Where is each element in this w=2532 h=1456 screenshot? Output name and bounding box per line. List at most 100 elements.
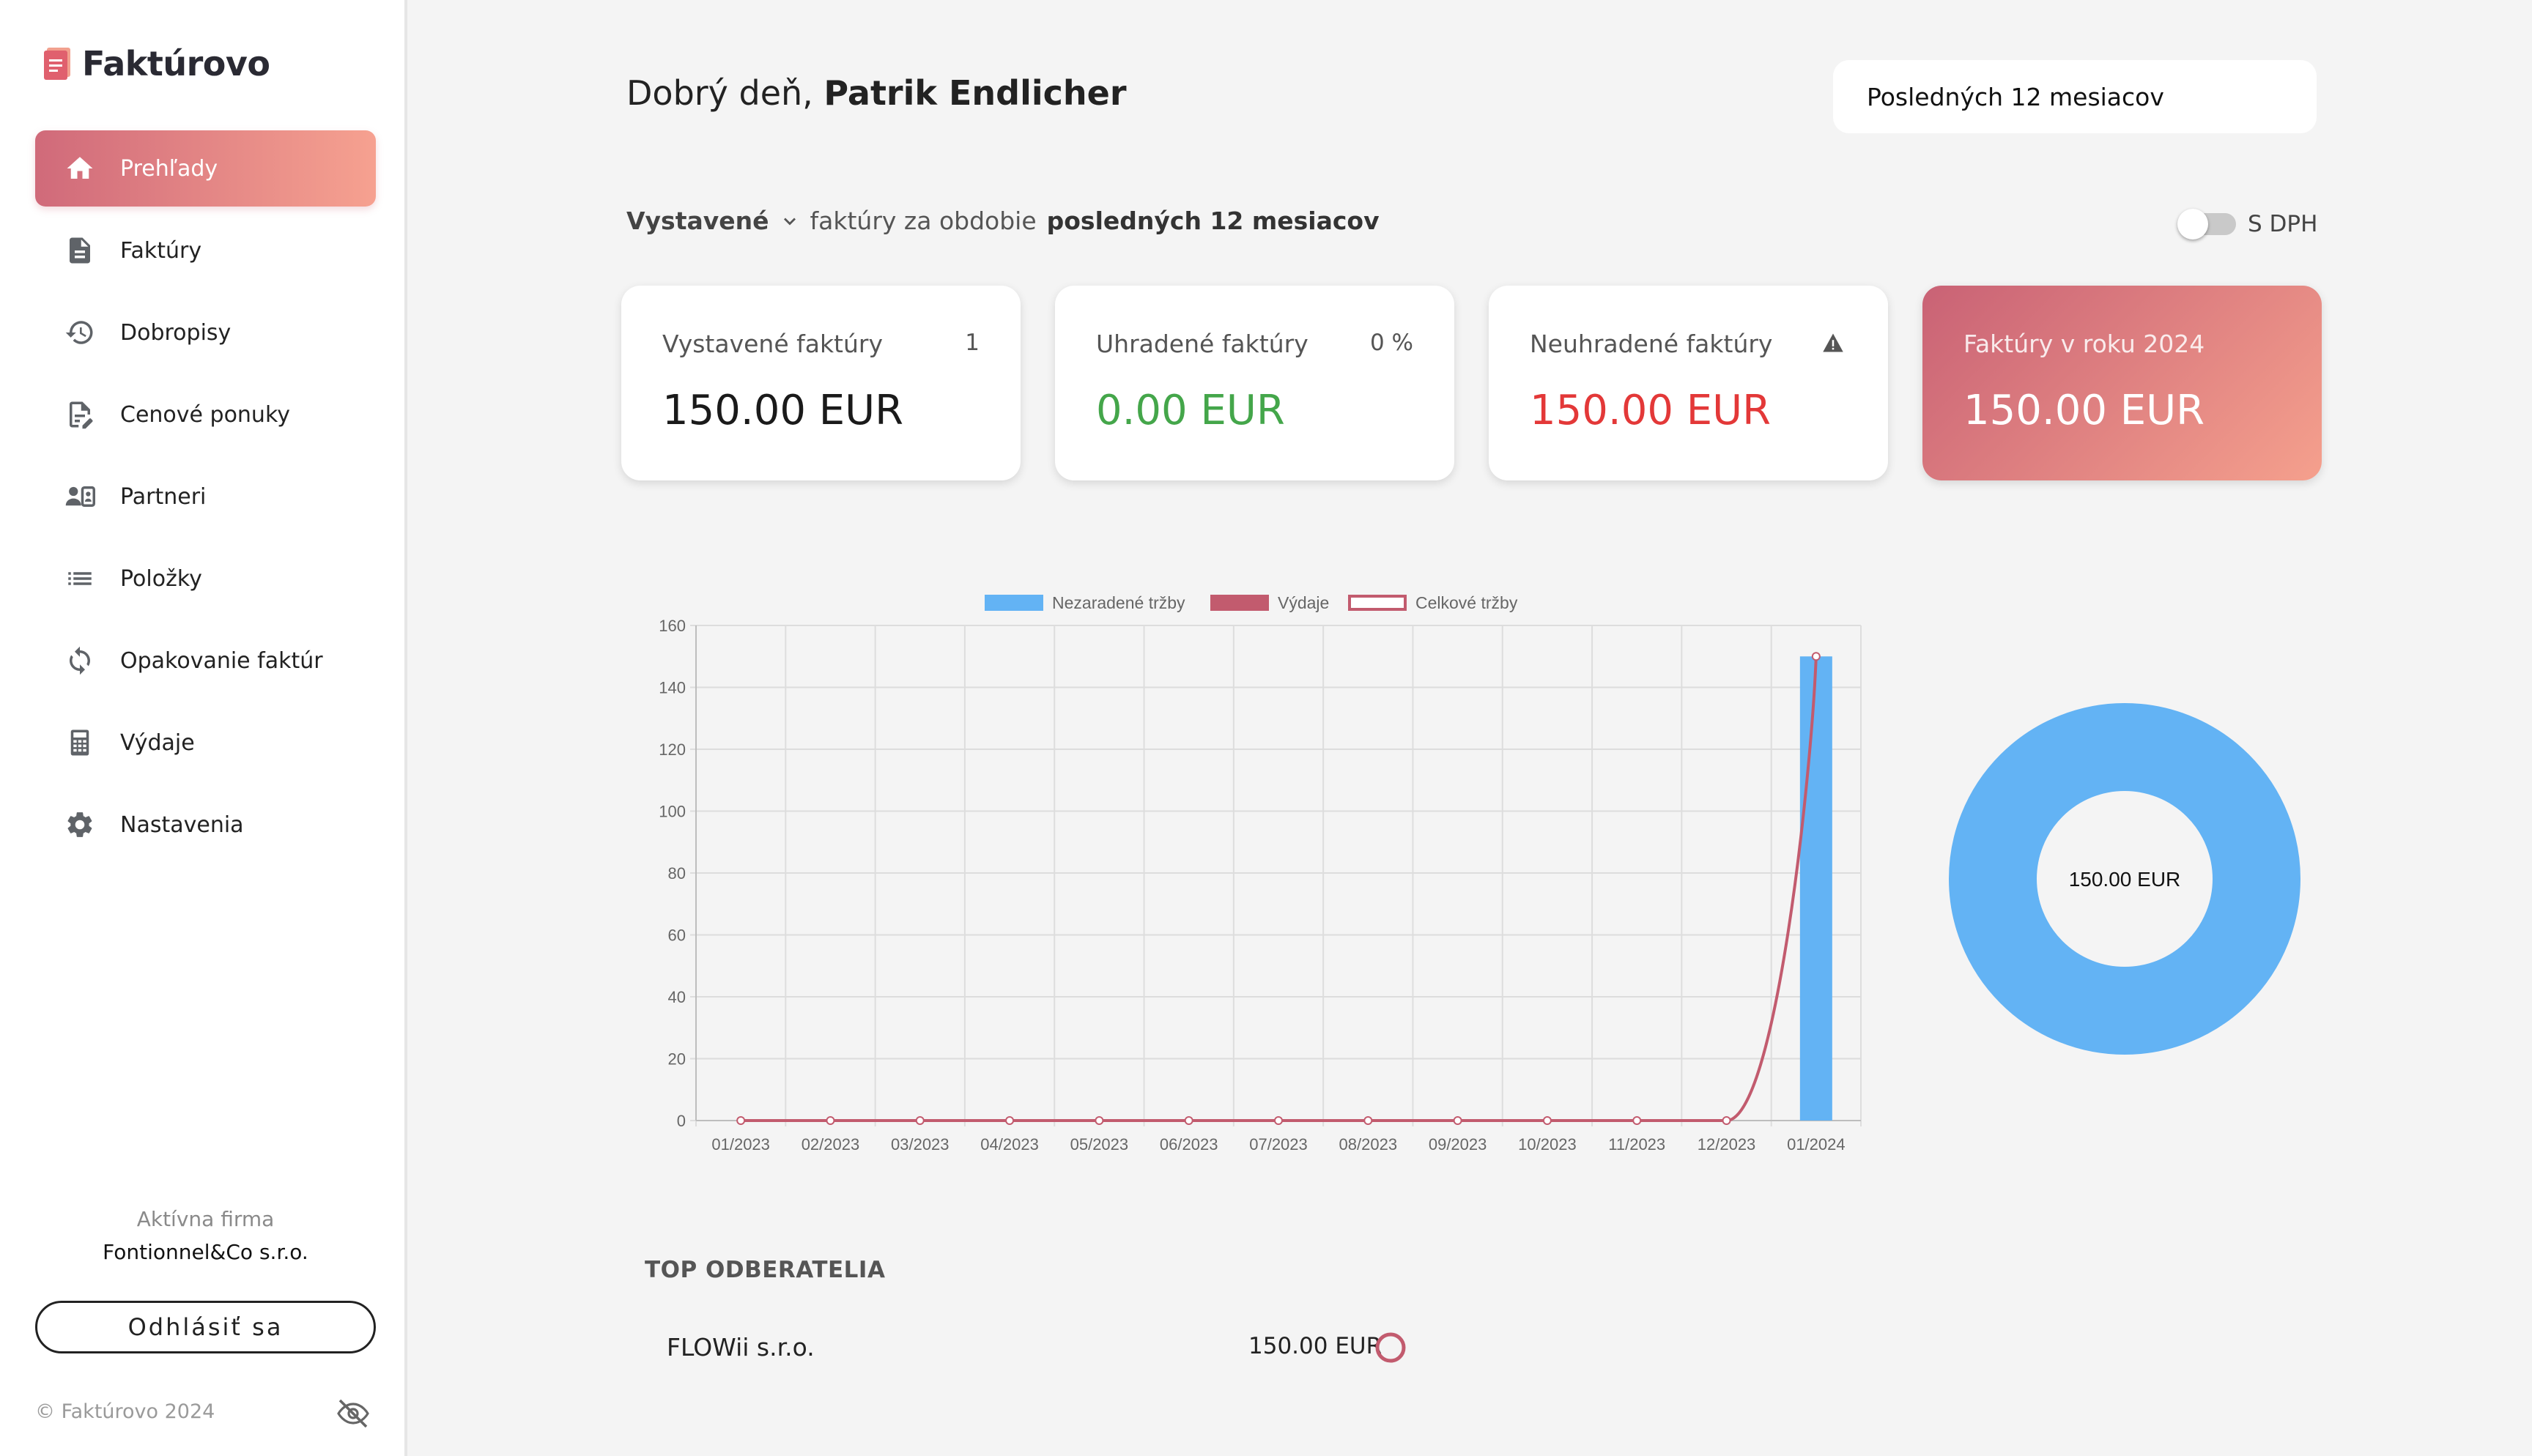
- card-invoices-year[interactable]: Faktúry v roku 2024 150.00 EUR: [1922, 286, 2322, 480]
- card-value: 0.00 EUR: [1096, 387, 1285, 434]
- period-select-value: Posledných 12 mesiacov: [1867, 82, 2164, 111]
- series-line: [741, 656, 1818, 1122]
- calculator-icon: [70, 729, 89, 756]
- card-title: Uhradené faktúry: [1096, 330, 1308, 358]
- sidebar-item-nastavenia[interactable]: Nastavenia: [35, 787, 376, 863]
- card-title: Faktúry v roku 2024: [1963, 330, 2205, 358]
- active-company-name: Fontionnel&Co s.r.o.: [103, 1240, 308, 1264]
- repeat-icon: [70, 646, 90, 675]
- warning-icon: [1823, 333, 1843, 352]
- restore-icon: [65, 321, 93, 344]
- x-tick-label: 01/2023: [711, 1135, 770, 1154]
- sidebar-item-label: Cenové ponuky: [120, 401, 291, 428]
- greeting: Dobrý deň, Patrik Endlicher: [626, 73, 1127, 113]
- line-point: [1811, 652, 1821, 661]
- card-unpaid-invoices[interactable]: Neuhradené faktúry 150.00 EUR: [1489, 286, 1888, 480]
- x-tick-label: 02/2023: [802, 1135, 860, 1154]
- x-tick-label: 10/2023: [1518, 1135, 1577, 1154]
- x-tick-label: 12/2023: [1698, 1135, 1756, 1154]
- sidebar-item-label: Položky: [120, 565, 202, 592]
- logout-button[interactable]: Odhlásiť sa: [35, 1301, 376, 1353]
- invoice-icon: [70, 237, 90, 264]
- line-point: [826, 1116, 835, 1125]
- vat-toggle-label: S DPH: [2248, 211, 2318, 237]
- top-customers-title: TOP ODBERATELIA: [645, 1257, 886, 1283]
- line-point: [1632, 1116, 1642, 1125]
- sidebar-item-cenove-ponuky[interactable]: Cenové ponuky: [35, 376, 376, 453]
- x-tick-label: 01/2024: [1787, 1135, 1846, 1154]
- card-title: Vystavené faktúry: [662, 330, 884, 358]
- home-icon: [67, 157, 93, 179]
- legend-swatch: [985, 595, 1043, 611]
- toggle-knob: [2177, 209, 2208, 239]
- sidebar-item-label: Výdaje: [120, 729, 195, 756]
- list-icon: [68, 572, 92, 585]
- sidebar-item-label: Prehľady: [120, 155, 218, 182]
- invoice-type-dropdown[interactable]: Vystavené: [626, 207, 800, 235]
- legend-label: Nezaradené tržby: [1052, 593, 1185, 612]
- y-tick-label: 0: [677, 1112, 686, 1130]
- app-name: Faktúrovo: [82, 44, 270, 83]
- card-percent: 0 %: [1369, 330, 1413, 356]
- gear-icon: [67, 812, 92, 837]
- customer-color-ring-icon: [1375, 1332, 1406, 1363]
- filter-text: faktúry za obdobie: [810, 207, 1037, 235]
- logo-icon: [44, 48, 70, 80]
- top-customer-amount: 150.00 EUR: [1248, 1333, 1382, 1359]
- filter-period: posledných 12 mesiacov: [1046, 207, 1380, 235]
- line-point: [1453, 1116, 1462, 1125]
- active-company: Aktívna firma Fontionnel&Co s.r.o.: [35, 1207, 376, 1264]
- sidebar-item-label: Nastavenia: [120, 811, 244, 838]
- line-point: [1363, 1116, 1373, 1125]
- period-select[interactable]: Posledných 12 mesiacov: [1833, 60, 2317, 133]
- y-tick-label: 160: [659, 617, 686, 635]
- legend-swatch: [1210, 595, 1269, 611]
- y-tick-label: 120: [659, 740, 686, 759]
- sidebar-item-vydaje[interactable]: Výdaje: [35, 705, 376, 781]
- card-issued-invoices[interactable]: Vystavené faktúry 1 150.00 EUR: [621, 286, 1021, 480]
- sidebar-item-label: Dobropisy: [120, 319, 232, 346]
- sidebar-item-partneri[interactable]: Partneri: [35, 458, 376, 535]
- x-tick-label: 05/2023: [1070, 1135, 1129, 1154]
- card-value: 150.00 EUR: [662, 387, 904, 434]
- card-paid-invoices[interactable]: Uhradené faktúry 0 % 0.00 EUR: [1055, 286, 1454, 480]
- sidebar-item-opakovanie-faktur[interactable]: Opakovanie faktúr: [35, 623, 376, 699]
- toggle-switch[interactable]: [2177, 209, 2236, 239]
- line-point: [1274, 1116, 1283, 1125]
- sidebar-item-dobropisy[interactable]: Dobropisy: [35, 294, 376, 371]
- y-tick-label: 140: [659, 679, 686, 697]
- top-customer-name: FLOWii s.r.o.: [667, 1333, 815, 1362]
- line-point: [1722, 1116, 1731, 1125]
- revenue-chart-svg: 0 20 40 60 80 100 120 140 160 01/2023 02/2023 03/20…: [659, 593, 1862, 1154]
- partners-icon: [65, 486, 95, 507]
- x-tick-label: 03/2023: [891, 1135, 949, 1154]
- revenue-chart: 0 20 40 60 80 100 120 140 160 01/2023 02/2023 03/20…: [623, 579, 1883, 1165]
- app-logo[interactable]: Faktúrovo: [44, 44, 270, 83]
- invoice-type-value: Vystavené: [626, 207, 769, 235]
- legend-label: Celkové tržby: [1415, 593, 1518, 612]
- bar: [1799, 656, 1832, 1121]
- sidebar-item-label: Opakovanie faktúr: [120, 647, 323, 674]
- donut-center-label: 150.00 EUR: [2069, 868, 2181, 891]
- y-tick-label: 60: [668, 926, 686, 945]
- user-name: Patrik Endlicher: [823, 73, 1127, 113]
- greeting-prefix: Dobrý deň,: [626, 73, 813, 113]
- eye-off-icon[interactable]: [336, 1396, 371, 1431]
- sidebar-nav: Prehľady Faktúry Dobropisy Cenové ponuky…: [35, 130, 376, 869]
- card-value: 150.00 EUR: [1963, 387, 2205, 434]
- card-count: 1: [965, 330, 980, 356]
- top-customer-row[interactable]: FLOWii s.r.o. 150.00 EUR: [667, 1332, 1414, 1368]
- sidebar-item-polozky[interactable]: Položky: [35, 541, 376, 617]
- y-tick-label: 20: [668, 1050, 686, 1069]
- x-tick-label: 08/2023: [1339, 1135, 1398, 1154]
- line-point: [915, 1116, 925, 1125]
- sidebar-item-faktury[interactable]: Faktúry: [35, 212, 376, 289]
- y-tick-label: 100: [659, 803, 686, 821]
- line-point: [1184, 1116, 1193, 1125]
- line-point: [1005, 1116, 1015, 1125]
- sidebar-item-prehlady[interactable]: Prehľady: [35, 130, 376, 207]
- vat-toggle[interactable]: S DPH: [2177, 209, 2318, 239]
- copyright: © Faktúrovo 2024: [35, 1400, 215, 1423]
- line-point: [736, 1116, 746, 1125]
- line-point: [1542, 1116, 1552, 1125]
